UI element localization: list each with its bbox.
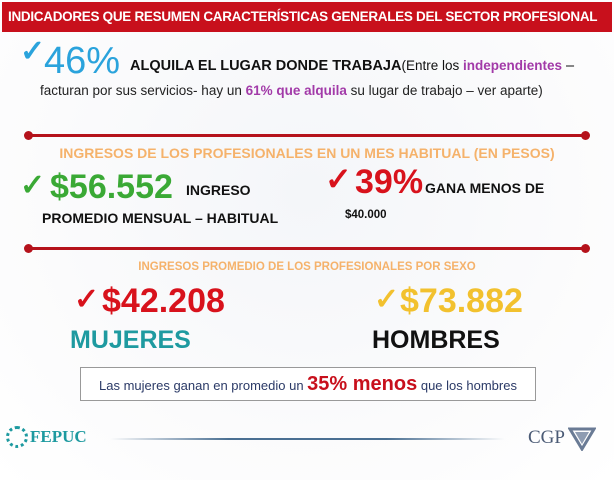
rent-line2: facturan por sus servicios- hay un 61% q…	[40, 83, 543, 98]
checkmark-icon: ✓	[20, 35, 46, 68]
fepuc-logo: FEPUC	[6, 426, 87, 448]
rent-percentage: 46%	[44, 40, 121, 82]
summary-text-a: Las mujeres ganan en promedio un	[99, 378, 308, 393]
average-income-label-2: PROMEDIO MENSUAL – HABITUAL	[42, 210, 279, 226]
average-income-value: $56.552	[50, 168, 173, 206]
summary-menos: menos	[347, 373, 418, 395]
men-label: HOMBRES	[372, 326, 500, 354]
men-income-value: $73.882	[400, 282, 523, 320]
rent-label: ALQUILA EL LUGAR DONDE TRABAJA	[130, 58, 402, 74]
checkmark-icon: ✓	[74, 283, 100, 316]
rent-line2-highlight: 61% que alquila	[245, 83, 347, 98]
rent-note-b: –	[562, 58, 575, 74]
rent-text: ALQUILA EL LUGAR DONDE TRABAJA(Entre los…	[130, 58, 574, 74]
checkmark-icon: ✓	[325, 161, 352, 197]
gender-gap-summary-box: Las mujeres ganan en promedio un 35% men…	[80, 367, 536, 401]
rent-line2-b: su lugar de trabajo – ver aparte)	[346, 83, 543, 98]
average-income-label-1: INGRESO	[186, 182, 251, 198]
fepuc-emblem-icon	[6, 426, 28, 448]
rent-line2-a: facturan por sus servicios- hay un	[40, 83, 246, 98]
cgp-logo: CGP	[528, 425, 596, 451]
cgp-text: CGP	[528, 427, 565, 448]
rent-note-highlight: independientes	[463, 58, 563, 73]
women-label: MUJERES	[70, 326, 191, 354]
divider-line	[24, 131, 590, 140]
cgp-emblem-icon	[567, 427, 596, 451]
low-income-threshold: $40.000	[345, 209, 387, 221]
checkmark-icon: ✓	[20, 169, 46, 202]
footer-line	[110, 438, 505, 440]
gender-section-title: INGRESOS PROMEDIO DE LOS PROFESIONALES P…	[138, 261, 476, 273]
fepuc-text: FEPUC	[30, 427, 87, 446]
checkmark-icon: ✓	[374, 283, 400, 316]
header-title: INDICADORES QUE RESUMEN CARACTERÍSTICAS …	[2, 2, 612, 32]
low-income-label: GANA MENOS DE	[425, 180, 545, 196]
income-section-title: INGRESOS DE LOS PROFESIONALES EN UN MES …	[59, 145, 555, 161]
summary-text-b: que los hombres	[417, 378, 517, 393]
divider-line	[24, 244, 590, 253]
summary-pct: 35%	[307, 373, 348, 395]
low-income-percentage: 39%	[355, 163, 424, 201]
rent-note-a: (Entre los	[401, 58, 464, 73]
women-income-value: $42.208	[102, 282, 225, 320]
